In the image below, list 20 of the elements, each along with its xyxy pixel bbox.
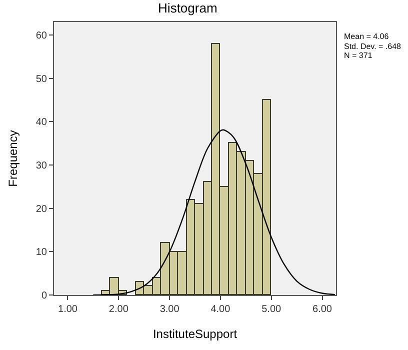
- y-tick-label: 50: [36, 74, 48, 85]
- text: Mean = 4.06: [344, 32, 390, 41]
- y-tick-label: 30: [36, 160, 48, 172]
- x-tick-label: 4.00: [210, 304, 231, 315]
- x-tick-label: 6.00: [312, 304, 332, 315]
- x-axis-title: InstituteSupport: [152, 326, 238, 341]
- y-tick-label: 0: [41, 290, 48, 302]
- text: Std. Dev. = .648: [344, 42, 402, 51]
- y-tick-label: 20: [36, 204, 48, 215]
- chart-title: Histogram: [158, 0, 218, 16]
- y-axis-title: Frequency: [6, 130, 20, 187]
- x-tick-label: 5.00: [262, 304, 282, 315]
- text: N = 371: [344, 51, 373, 60]
- x-tick-label: 3.00: [160, 304, 180, 315]
- x-tick-label: 1.00: [58, 304, 78, 315]
- line-series: [92, 129, 336, 295]
- y-tick-label: 60: [36, 30, 48, 42]
- y-tick-label: 40: [36, 117, 48, 128]
- y-tick-label: 10: [36, 247, 48, 258]
- x-tick-label: 2.00: [108, 304, 129, 315]
